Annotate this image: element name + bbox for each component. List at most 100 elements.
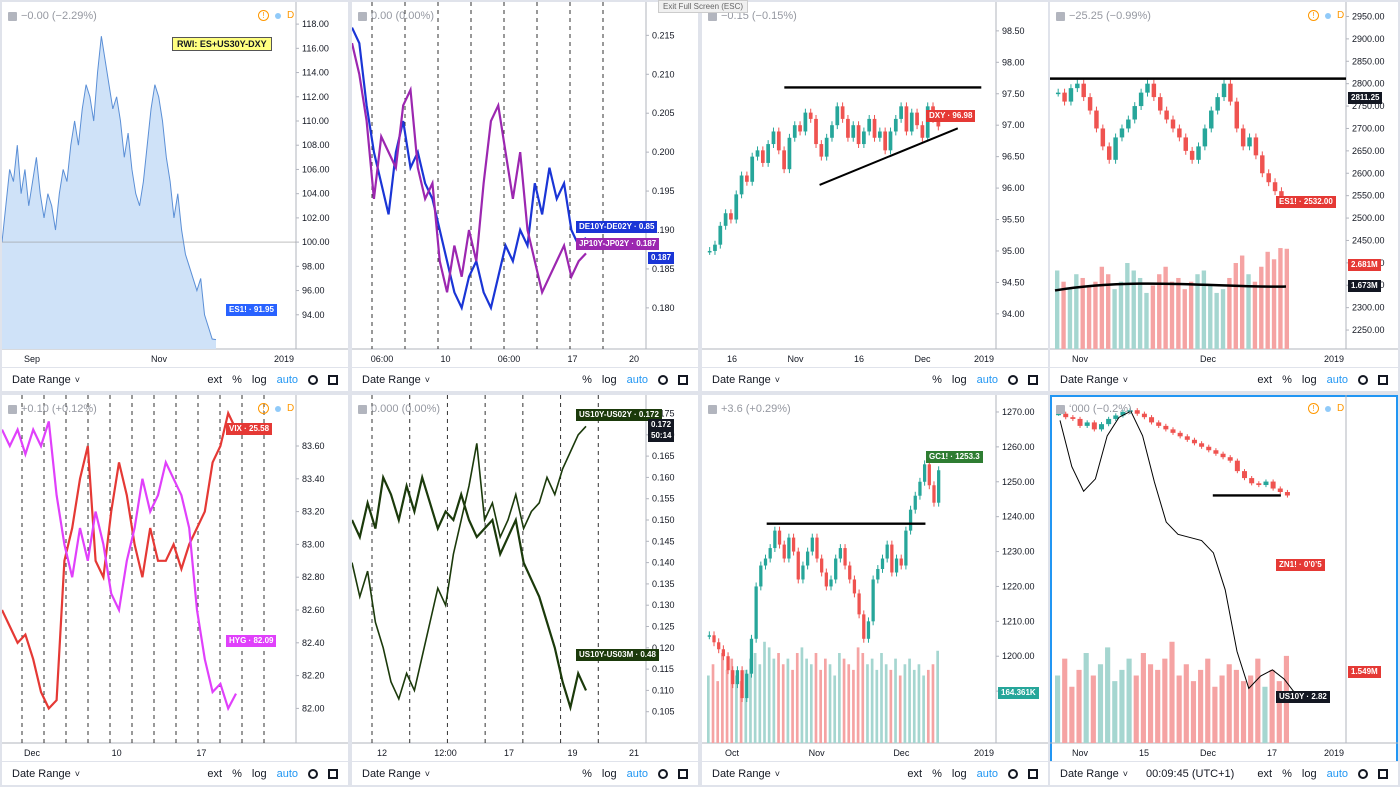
settings-gear-icon[interactable] xyxy=(1358,768,1368,779)
series-legend[interactable]: 0.00 (0.00%) xyxy=(358,10,434,22)
toggle-pct[interactable]: % xyxy=(932,373,942,386)
series-legend[interactable]: 0.000 (0.00%) xyxy=(358,403,440,415)
chart-annotation[interactable]: RWI: ES+US30Y-DXY xyxy=(172,37,272,51)
series-legend[interactable]: −0.15 (−0.15%) xyxy=(708,10,797,22)
fullscreen-icon[interactable] xyxy=(1028,768,1038,779)
toggle-log[interactable]: log xyxy=(601,373,617,386)
toggle-auto[interactable]: auto xyxy=(1326,373,1348,386)
toggle-pct[interactable]: % xyxy=(232,767,242,780)
toggle-ext[interactable]: ext xyxy=(207,767,223,780)
chart-panel-p5[interactable]: 82.00 82.20 82.40 82.60 82.80 83.00 83.20 83.40… xyxy=(2,395,348,785)
fullscreen-icon[interactable] xyxy=(1378,374,1388,385)
volume-bar xyxy=(1086,285,1092,349)
date-range-dropdown[interactable]: Date Range ˅ xyxy=(712,374,780,386)
chart-panel-p8[interactable]: Nov 15 Dec 17 2019 ‘000 (−0.2%)! D ZN1! · 0’0’5… xyxy=(1050,395,1398,785)
legend-square-icon[interactable] xyxy=(708,11,717,21)
settings-gear-icon[interactable] xyxy=(658,374,668,385)
warning-icon[interactable]: ! xyxy=(1308,403,1319,414)
chart-canvas[interactable]: Nov 15 Dec 17 2019 xyxy=(1050,395,1398,761)
fullscreen-icon[interactable] xyxy=(328,374,338,385)
settings-gear-icon[interactable] xyxy=(1008,374,1018,385)
legend-square-icon[interactable] xyxy=(8,11,17,21)
toggle-pct[interactable]: % xyxy=(582,767,592,780)
chart-panel-p2[interactable]: 0.180 0.185 0.190 0.195 0.200 0.205 0.210 0.215… xyxy=(352,2,698,391)
fullscreen-icon[interactable] xyxy=(1028,374,1038,385)
fullscreen-icon[interactable] xyxy=(678,768,688,779)
chart-canvas[interactable]: 0.180 0.185 0.190 0.195 0.200 0.205 0.210 0.215… xyxy=(352,2,698,367)
toggle-log[interactable]: log xyxy=(951,373,967,386)
warning-icon[interactable]: ! xyxy=(1308,10,1319,21)
series-legend[interactable]: −0.00 (−2.29%) xyxy=(8,10,97,22)
x-tick-label: Dec xyxy=(1200,748,1217,758)
warning-icon[interactable]: ! xyxy=(258,10,269,21)
settings-gear-icon[interactable] xyxy=(1008,768,1018,779)
y-tick-label: 0.140 xyxy=(652,558,675,568)
date-range-dropdown[interactable]: Date Range ˅ xyxy=(362,374,430,386)
toggle-ext[interactable]: ext xyxy=(907,767,923,780)
toggle-pct[interactable]: % xyxy=(932,767,942,780)
date-range-dropdown[interactable]: Date Range ˅ xyxy=(12,768,80,780)
timezone-clock[interactable]: 00:09:45 (UTC+1) xyxy=(1145,767,1235,780)
toggle-auto[interactable]: auto xyxy=(976,373,998,386)
toggle-log[interactable]: log xyxy=(601,767,617,780)
chart-panel-p6[interactable]: 0.105 0.110 0.115 0.120 0.125 0.130 0.135 0.140… xyxy=(352,395,698,785)
toggle-auto[interactable]: auto xyxy=(626,373,648,386)
toggle-auto[interactable]: auto xyxy=(626,767,648,780)
chart-canvas[interactable]: 2250.002300.002350.002400.002450.002500.… xyxy=(1050,2,1398,367)
fullscreen-icon[interactable] xyxy=(678,374,688,385)
toggle-log[interactable]: log xyxy=(251,767,267,780)
toggle-ext[interactable]: ext xyxy=(207,373,223,386)
chart-canvas[interactable]: 94.00 94.50 95.00 95.50 96.00 96.50 97.00 97.50… xyxy=(702,2,1048,367)
fullscreen-icon[interactable] xyxy=(1378,768,1388,779)
candle-body xyxy=(815,537,819,559)
settings-gear-icon[interactable] xyxy=(1358,374,1368,385)
y-tick-label: 82.40 xyxy=(302,638,325,648)
legend-square-icon[interactable] xyxy=(1056,404,1065,414)
toggle-pct[interactable]: % xyxy=(232,373,242,386)
chart-canvas[interactable]: 94.00 96.00 98.00 100.00 102.00 104.00 106.00 1… xyxy=(2,2,348,367)
legend-square-icon[interactable] xyxy=(358,404,367,414)
legend-square-icon[interactable] xyxy=(708,404,717,414)
chart-canvas[interactable]: 1190.001200.001210.001220.001230.001240.… xyxy=(702,395,1048,761)
legend-square-icon[interactable] xyxy=(1056,11,1065,21)
toggle-auto[interactable]: auto xyxy=(1326,767,1348,780)
chart-panel-p4[interactable]: 2250.002300.002350.002400.002450.002500.… xyxy=(1050,2,1398,391)
chart-canvas[interactable]: 0.105 0.110 0.115 0.120 0.125 0.130 0.135 0.140… xyxy=(352,395,698,761)
toggle-log[interactable]: log xyxy=(951,767,967,780)
toggle-log[interactable]: log xyxy=(251,373,267,386)
legend-square-icon[interactable] xyxy=(358,11,367,21)
toggle-ext[interactable]: ext xyxy=(1257,767,1273,780)
chart-panel-p1[interactable]: 94.00 96.00 98.00 100.00 102.00 104.00 106.00 1… xyxy=(2,2,348,391)
chart-canvas[interactable]: 82.00 82.20 82.40 82.60 82.80 83.00 83.20 83.40… xyxy=(2,395,348,761)
settings-gear-icon[interactable] xyxy=(308,374,318,385)
date-range-dropdown[interactable]: Date Range ˅ xyxy=(1060,374,1128,386)
toggle-pct[interactable]: % xyxy=(582,373,592,386)
volume-bar xyxy=(1069,686,1075,743)
date-range-dropdown[interactable]: Date Range ˅ xyxy=(12,374,80,386)
toggle-pct[interactable]: % xyxy=(1282,373,1292,386)
chart-panel-p3[interactable]: 94.00 94.50 95.00 95.50 96.00 96.50 97.00 97.50… xyxy=(702,2,1048,391)
toggle-log[interactable]: log xyxy=(1301,373,1317,386)
date-range-dropdown[interactable]: Date Range ˅ xyxy=(712,768,780,780)
y-tick-label: 1200.00 xyxy=(1002,651,1035,661)
warning-icon[interactable]: ! xyxy=(258,403,269,414)
chart-panel-p7[interactable]: 1190.001200.001210.001220.001230.001240.… xyxy=(702,395,1048,785)
toggle-ext[interactable]: ext xyxy=(1257,373,1273,386)
series-legend[interactable]: −25.25 (−0.99%) xyxy=(1056,10,1151,22)
series-legend[interactable]: +0.10 (+0.12%) xyxy=(8,403,97,415)
date-range-dropdown[interactable]: Date Range ˅ xyxy=(1060,768,1128,780)
toggle-pct[interactable]: % xyxy=(1282,767,1292,780)
settings-gear-icon[interactable] xyxy=(658,768,668,779)
toggle-auto[interactable]: auto xyxy=(276,373,298,386)
toggle-log[interactable]: log xyxy=(1301,767,1317,780)
settings-gear-icon[interactable] xyxy=(308,768,318,779)
candle-body xyxy=(782,150,786,170)
series-legend[interactable]: ‘000 (−0.2%) xyxy=(1056,403,1132,415)
toggle-auto[interactable]: auto xyxy=(976,767,998,780)
fullscreen-icon[interactable] xyxy=(328,768,338,779)
legend-square-icon[interactable] xyxy=(8,404,17,414)
date-range-dropdown[interactable]: Date Range ˅ xyxy=(362,768,430,780)
series-legend[interactable]: +3.6 (+0.29%) xyxy=(708,403,791,415)
toggle-auto[interactable]: auto xyxy=(276,767,298,780)
exit-fullscreen-button[interactable]: Exit Full Screen (ESC) xyxy=(658,0,749,13)
